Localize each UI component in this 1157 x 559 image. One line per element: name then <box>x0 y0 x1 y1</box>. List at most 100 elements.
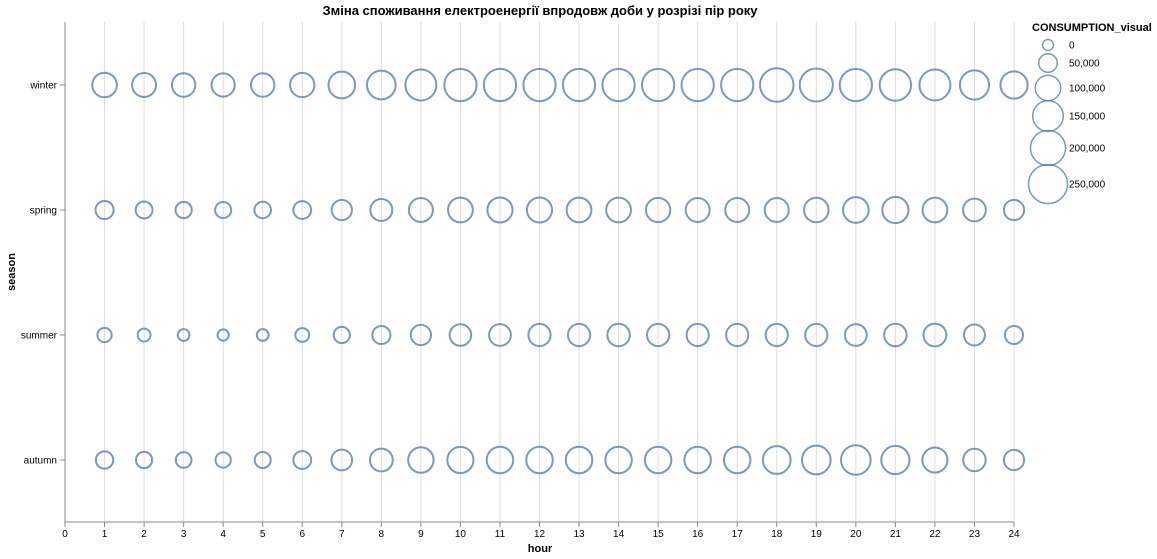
bubble-winter-15[interactable] <box>640 67 676 103</box>
bubble-spring-9[interactable] <box>407 197 434 223</box>
bubble-summer-10[interactable] <box>448 323 473 347</box>
bubble-winter-22[interactable] <box>918 68 952 102</box>
bubble-autumn-16[interactable] <box>683 445 712 475</box>
bubble-spring-18[interactable] <box>763 197 790 223</box>
bubble-summer-8[interactable] <box>371 324 392 346</box>
bubble-autumn-23[interactable] <box>962 447 987 473</box>
bubble-autumn-9[interactable] <box>407 446 435 474</box>
bubble-summer-21[interactable] <box>883 322 908 348</box>
bubble-autumn-17[interactable] <box>722 445 752 475</box>
bubble-winter-14[interactable] <box>601 67 636 103</box>
bubble-autumn-7[interactable] <box>330 448 354 472</box>
bubble-winter-17[interactable] <box>720 67 755 103</box>
bubble-autumn-2[interactable] <box>134 450 154 470</box>
bubble-summer-16[interactable] <box>685 322 710 348</box>
bubble-autumn-3[interactable] <box>174 451 193 469</box>
bubble-spring-20[interactable] <box>842 196 870 224</box>
bubble-summer-3[interactable] <box>176 328 191 342</box>
bubble-winter-21[interactable] <box>878 68 913 102</box>
bubble-autumn-6[interactable] <box>292 450 313 470</box>
bubble-spring-19[interactable] <box>803 196 830 224</box>
bubble-spring-5[interactable] <box>253 200 272 220</box>
bubble-summer-20[interactable] <box>843 323 868 347</box>
bubble-summer-19[interactable] <box>804 322 829 348</box>
bubble-spring-14[interactable] <box>605 196 632 224</box>
bubble-autumn-11[interactable] <box>485 445 515 475</box>
bubble-spring-13[interactable] <box>565 196 593 224</box>
bubble-winter-1[interactable] <box>91 71 118 99</box>
bubble-summer-6[interactable] <box>294 327 311 343</box>
bubble-autumn-21[interactable] <box>880 444 911 476</box>
bubble-winter-18[interactable] <box>759 67 795 103</box>
bubble-summer-23[interactable] <box>962 323 986 347</box>
bubble-winter-16[interactable] <box>680 67 715 103</box>
bubble-winter-13[interactable] <box>561 67 597 103</box>
bubble-autumn-12[interactable] <box>525 445 554 475</box>
bubble-spring-10[interactable] <box>447 196 474 224</box>
bubble-summer-12[interactable] <box>527 322 552 348</box>
bubble-summer-22[interactable] <box>922 322 948 348</box>
bubble-spring-1[interactable] <box>94 199 115 221</box>
bubble-summer-17[interactable] <box>725 322 750 348</box>
legend-label: 200,000 <box>1069 144 1106 155</box>
bubble-winter-11[interactable] <box>482 67 518 103</box>
bubble-marks <box>91 67 1029 476</box>
bubble-summer-15[interactable] <box>646 322 671 348</box>
bubble-summer-24[interactable] <box>1003 324 1025 346</box>
bubble-autumn-10[interactable] <box>446 445 475 475</box>
bubble-winter-10[interactable] <box>443 67 478 103</box>
bubble-winter-24[interactable] <box>999 70 1029 100</box>
bubble-winter-3[interactable] <box>170 72 197 98</box>
bubble-spring-4[interactable] <box>214 200 233 220</box>
bubble-spring-11[interactable] <box>486 196 514 224</box>
bubble-autumn-20[interactable] <box>840 444 872 476</box>
bubble-winter-19[interactable] <box>798 67 834 103</box>
bubble-autumn-13[interactable] <box>564 445 594 475</box>
bubble-winter-6[interactable] <box>289 71 316 99</box>
bubble-spring-23[interactable] <box>962 197 987 223</box>
bubble-spring-22[interactable] <box>921 196 949 224</box>
bubble-winter-20[interactable] <box>838 67 873 103</box>
bubble-winter-2[interactable] <box>131 72 158 98</box>
bubble-spring-24[interactable] <box>1002 198 1026 222</box>
bubble-summer-11[interactable] <box>488 323 512 347</box>
x-tick-label: 6 <box>299 529 305 540</box>
bubble-spring-16[interactable] <box>684 197 711 223</box>
bubble-summer-14[interactable] <box>606 322 631 348</box>
bubble-autumn-8[interactable] <box>368 447 394 473</box>
bubble-autumn-4[interactable] <box>214 451 232 469</box>
bubble-spring-6[interactable] <box>292 200 313 220</box>
bubble-spring-15[interactable] <box>644 196 672 224</box>
bubble-autumn-19[interactable] <box>800 444 832 476</box>
bubble-spring-12[interactable] <box>525 196 554 224</box>
bubble-summer-18[interactable] <box>764 322 789 348</box>
bubble-summer-13[interactable] <box>566 322 592 348</box>
bubble-summer-7[interactable] <box>332 325 351 345</box>
bubble-winter-7[interactable] <box>327 70 357 100</box>
bubble-spring-21[interactable] <box>881 195 910 225</box>
bubble-winter-12[interactable] <box>522 67 557 103</box>
x-tick-label: 10 <box>455 529 467 540</box>
bubble-winter-4[interactable] <box>210 72 236 98</box>
bubble-spring-17[interactable] <box>724 197 751 223</box>
bubble-spring-2[interactable] <box>134 200 154 220</box>
bubble-summer-5[interactable] <box>255 328 270 342</box>
bubble-autumn-18[interactable] <box>761 445 792 475</box>
bubble-autumn-15[interactable] <box>643 445 673 475</box>
bubble-autumn-5[interactable] <box>253 450 272 470</box>
bubble-summer-1[interactable] <box>96 326 113 344</box>
bubble-winter-8[interactable] <box>366 69 397 101</box>
bubble-winter-5[interactable] <box>250 72 276 98</box>
bubble-autumn-1[interactable] <box>94 450 115 470</box>
bubble-autumn-14[interactable] <box>604 445 633 475</box>
bubble-spring-7[interactable] <box>330 198 353 222</box>
bubble-autumn-24[interactable] <box>1002 448 1026 472</box>
bubble-spring-3[interactable] <box>174 200 193 220</box>
bubble-spring-8[interactable] <box>369 198 394 222</box>
bubble-summer-4[interactable] <box>216 328 230 342</box>
bubble-summer-2[interactable] <box>136 327 152 343</box>
bubble-summer-9[interactable] <box>409 323 433 347</box>
bubble-winter-9[interactable] <box>404 68 438 102</box>
bubble-winter-23[interactable] <box>958 69 991 101</box>
bubble-autumn-22[interactable] <box>921 446 949 474</box>
